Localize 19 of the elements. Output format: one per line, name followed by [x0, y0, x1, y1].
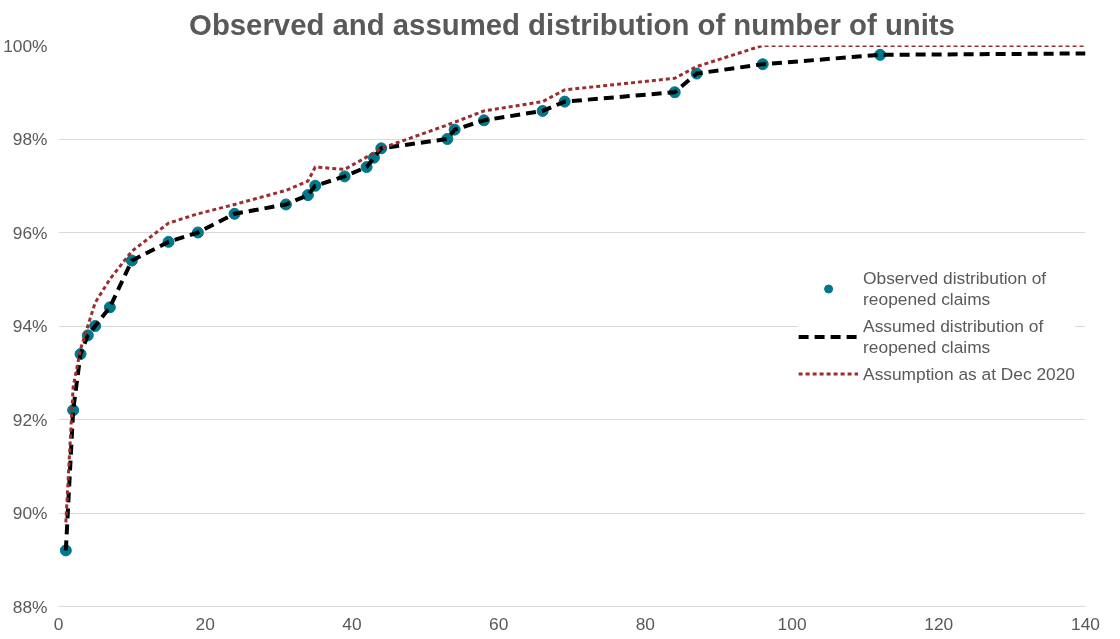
x-tick-label: 60 [489, 613, 509, 634]
x-tick-label: 40 [342, 613, 362, 634]
x-tick-label: 140 [1071, 613, 1100, 634]
chart-title: Observed and assumed distribution of number of units [189, 7, 955, 41]
x-tick-label: 80 [635, 613, 655, 634]
legend-label: Assumed distribution of reopened claims [863, 315, 1044, 357]
x-tick-label: 120 [924, 613, 954, 634]
x-tick-label: 20 [195, 613, 215, 634]
y-tick-label: 94% [12, 316, 48, 336]
y-tick-label: 88% [12, 596, 48, 617]
y-tick-label: 98% [12, 129, 48, 149]
legend-label: Observed distribution of reopened claims [863, 267, 1047, 309]
y-tick-label: 90% [12, 503, 48, 523]
y-tick-label: 100% [3, 35, 48, 56]
y-tick-label: 92% [12, 409, 48, 430]
x-tick-label: 0 [53, 613, 64, 634]
legend-label: Assumption as at Dec 2020 [863, 363, 1075, 384]
x-tick-label: 100 [777, 613, 807, 634]
y-tick-label: 96% [12, 222, 48, 243]
